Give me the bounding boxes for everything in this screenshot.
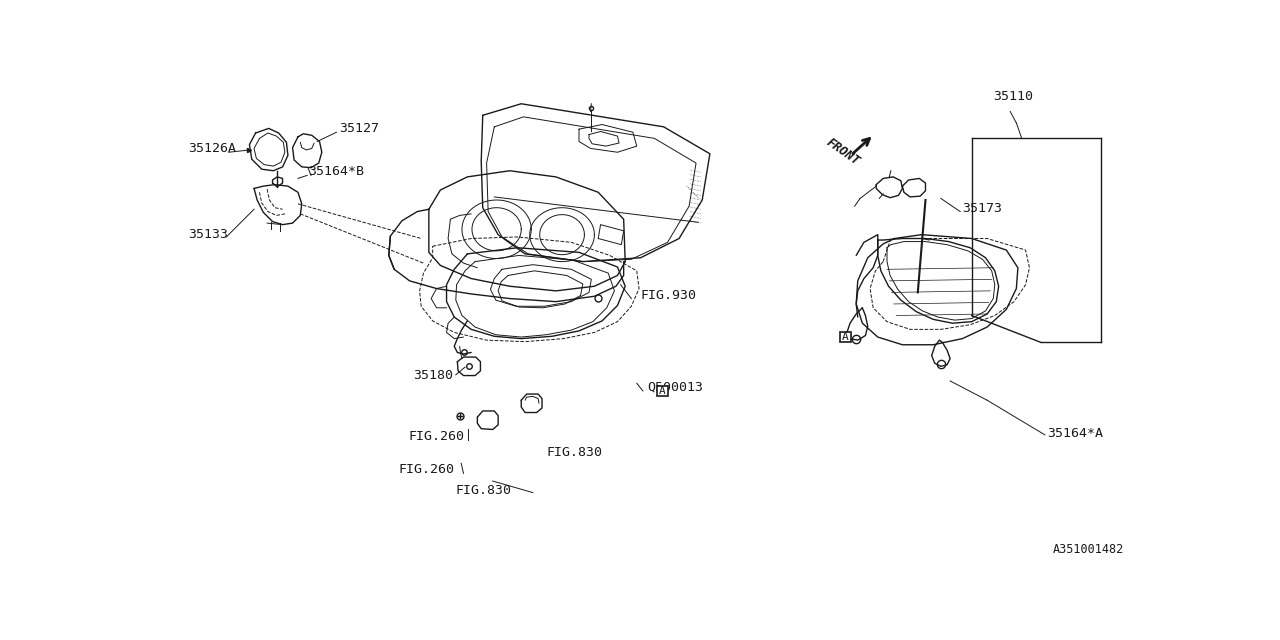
Text: Q500013: Q500013 [646, 381, 703, 394]
Text: A: A [659, 386, 666, 396]
Text: FIG.930: FIG.930 [640, 289, 696, 301]
Text: A: A [842, 332, 849, 342]
Text: FIG.260: FIG.260 [398, 463, 454, 476]
Text: A351001482: A351001482 [1053, 543, 1124, 556]
Text: FIG.830: FIG.830 [456, 484, 512, 497]
Text: 35164*B: 35164*B [308, 165, 364, 179]
Bar [840, 332, 851, 342]
Text: 35173: 35173 [963, 202, 1002, 214]
Text: FRONT: FRONT [824, 136, 861, 168]
Text: 35110: 35110 [993, 90, 1033, 103]
Text: 35164*A: 35164*A [1047, 427, 1103, 440]
Text: FIG.260: FIG.260 [408, 430, 465, 444]
Bar [657, 385, 668, 396]
Text: 35126A: 35126A [188, 142, 236, 156]
Text: 35180: 35180 [413, 369, 453, 381]
Text: 35127: 35127 [339, 122, 379, 135]
Text: 35133: 35133 [188, 228, 228, 241]
Text: FIG.830: FIG.830 [547, 445, 603, 459]
